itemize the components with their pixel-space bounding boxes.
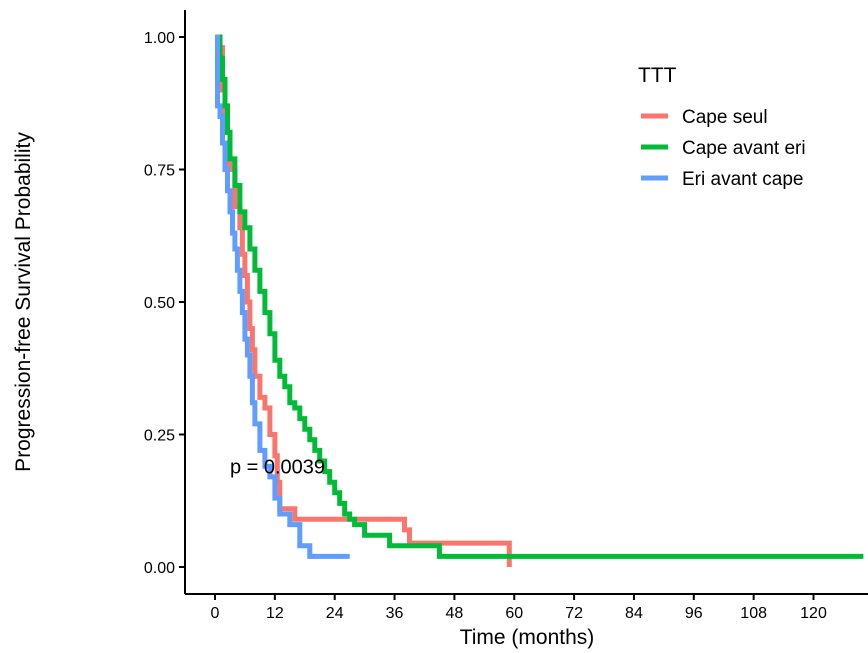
axes: 0.00 0.25 0.50 0.75 1.00 0 12 24 36 48 60 72 84 96 10… <box>144 10 868 622</box>
y-tick-label: 0.50 <box>144 295 175 312</box>
x-tick-label: 36 <box>386 605 404 622</box>
survival-curve-0 <box>215 34 512 567</box>
x-tick-label: 48 <box>446 605 464 622</box>
legend-title: TTT <box>638 64 677 87</box>
x-tick-label: 108 <box>740 605 767 622</box>
x-tick-label: 72 <box>565 605 583 622</box>
p-value-annotation: p = 0.0039 <box>230 456 325 478</box>
y-tick-label: 0.25 <box>144 428 175 445</box>
x-tick-label: 24 <box>326 605 344 622</box>
y-tick-label: 0.75 <box>144 163 175 180</box>
legend-label-0: Cape seul <box>682 107 768 128</box>
y-axis-ticks: 0.00 0.25 0.50 0.75 1.00 <box>144 30 185 577</box>
x-tick-label: 60 <box>505 605 523 622</box>
legend-label-1: Cape avant eri <box>682 138 806 159</box>
survival-curve-2 <box>215 34 350 559</box>
x-axis-ticks: 0 12 24 36 48 60 72 84 96 108 120 <box>211 594 827 622</box>
y-tick-label: 0.00 <box>144 560 175 577</box>
legend-items: Cape seul Cape avant eri Eri avant cape <box>641 107 806 190</box>
survival-curves <box>215 34 864 567</box>
x-tick-label: 0 <box>211 605 220 622</box>
legend: TTT Cape seul Cape avant eri Eri avant cap… <box>638 64 806 190</box>
survival-curve-1 <box>215 34 864 559</box>
x-tick-label: 96 <box>685 605 703 622</box>
y-tick-label: 1.00 <box>144 30 175 47</box>
x-axis-title: Time (months) <box>460 626 595 649</box>
x-tick-label: 84 <box>625 605 643 622</box>
legend-label-2: Eri avant cape <box>682 169 803 190</box>
x-tick-label: 120 <box>800 605 827 622</box>
x-tick-label: 12 <box>266 605 284 622</box>
y-axis-title: Progression-free Survival Probability <box>12 132 35 472</box>
